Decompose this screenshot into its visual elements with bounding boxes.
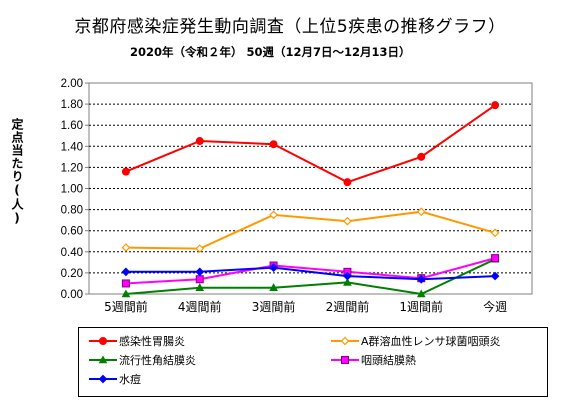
- gridlines: [89, 103, 532, 274]
- y-tick-label: 0.00: [61, 289, 83, 301]
- legend-marker: [99, 337, 107, 345]
- chart-title: 京都府感染症発生動向調査（上位5疾患の推移グラフ）: [74, 17, 506, 37]
- legend-item: 感染性胃腸炎: [89, 334, 185, 348]
- y-tick-label: 1.00: [61, 184, 83, 196]
- data-point: [343, 277, 352, 286]
- y-tick-label: 1.40: [61, 141, 83, 153]
- x-tick-label: 今週: [483, 299, 507, 314]
- series-line: [125, 257, 496, 285]
- legend-marker: [98, 355, 108, 364]
- x-tick-label: 1週間前: [399, 299, 443, 314]
- data-point: [121, 267, 131, 277]
- legend-swatch: [331, 336, 359, 346]
- legend-label: 流行性角結膜炎: [119, 354, 196, 367]
- legend-item: 水痘: [89, 372, 141, 386]
- legend-swatch: [89, 355, 117, 364]
- legend-label: 水痘: [119, 373, 141, 386]
- y-tick-label: 1.80: [61, 99, 83, 111]
- series-line: [125, 266, 496, 281]
- y-tick-label: 1.20: [61, 162, 83, 174]
- data-point: [343, 216, 352, 226]
- data-point: [491, 101, 500, 110]
- data-point: [490, 228, 500, 238]
- data-point: [490, 271, 500, 281]
- legend-swatch: [331, 356, 359, 364]
- series-lines: [125, 104, 496, 296]
- legend: 感染性胃腸炎 A群溶血性レンサ球菌咽頭炎流行性角結膜炎 咽頭結膜熱水痘: [78, 327, 548, 397]
- y-tick-label: 2.00: [61, 78, 83, 90]
- x-tick-label: 5週間前: [104, 299, 148, 314]
- legend-label: A群溶血性レンサ球菌咽頭炎: [361, 335, 501, 348]
- y-tick-label: 0.20: [61, 268, 83, 280]
- data-point: [195, 244, 205, 253]
- series-markers: [121, 101, 500, 298]
- x-tick-label: 3週間前: [252, 299, 296, 314]
- data-point: [343, 178, 352, 187]
- legend-marker: [98, 374, 108, 384]
- y-tick-label: 1.60: [61, 120, 83, 132]
- series-line: [125, 258, 496, 296]
- y-axis-label: 定点当たり(人): [10, 118, 24, 226]
- legend-label: 咽頭結膜熱: [361, 354, 416, 367]
- y-axis-ticks: 0.00 0.20 0.40 0.60 0.80 1.00 1.20 1.40 1.60 1.80…: [61, 78, 89, 301]
- data-point: [269, 263, 278, 272]
- data-point: [121, 279, 130, 288]
- data-point: [416, 207, 426, 217]
- data-point: [416, 289, 426, 298]
- data-point: [416, 274, 426, 284]
- chart-subtitle: 2020年（令和２年） 50週（12月7日～12月13日）: [130, 45, 411, 59]
- data-point: [491, 254, 500, 263]
- x-tick-label: 2週間前: [326, 299, 370, 314]
- legend-swatch: [89, 337, 117, 345]
- y-tick-label: 0.60: [61, 226, 83, 238]
- data-point: [121, 289, 131, 298]
- legend-item: 咽頭結膜熱: [331, 353, 416, 367]
- series-line: [125, 210, 496, 250]
- legend-swatch: [89, 374, 117, 384]
- legend-marker: [341, 356, 349, 364]
- data-point: [417, 152, 426, 161]
- data-point: [269, 140, 278, 149]
- data-point: [121, 243, 131, 252]
- x-axis-ticks: 5週間前 4週間前 3週間前 2週間前 1週間前 今週: [104, 299, 507, 314]
- data-point: [121, 167, 130, 176]
- data-point: [195, 267, 205, 277]
- x-tick-label: 4週間前: [178, 299, 222, 314]
- legend-marker: [340, 336, 350, 346]
- data-point: [195, 275, 204, 284]
- y-tick-label: 0.80: [61, 205, 83, 217]
- data-point: [195, 137, 204, 146]
- legend-item: 流行性角結膜炎: [89, 353, 196, 367]
- data-point: [343, 271, 352, 281]
- data-point: [269, 210, 278, 220]
- data-point: [269, 283, 278, 291]
- series-line: [125, 104, 496, 184]
- data-point: [195, 283, 205, 291]
- legend-item: A群溶血性レンサ球菌咽頭炎: [331, 334, 501, 348]
- y-tick-label: 0.40: [61, 247, 83, 259]
- legend-label: 感染性胃腸炎: [119, 335, 185, 348]
